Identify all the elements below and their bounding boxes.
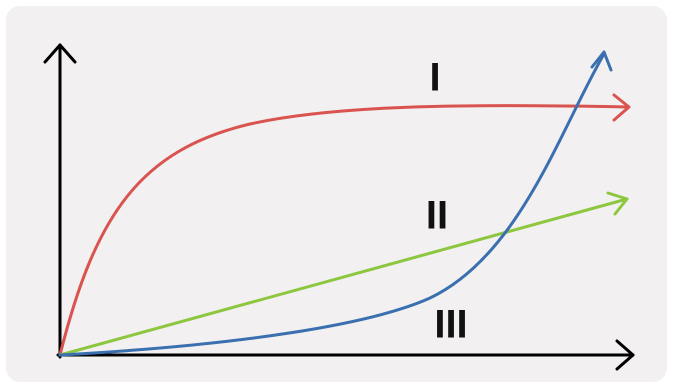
curve-ii-line	[58, 197, 629, 357]
curve-iii-arrow	[590, 50, 613, 72]
curve-ii-arrow	[606, 191, 629, 216]
x-axis-arrow	[615, 339, 635, 371]
curve-iii	[58, 50, 613, 357]
curve-iii-line	[58, 52, 606, 357]
background-panel	[6, 6, 667, 382]
curve-label: II	[426, 194, 448, 238]
axes	[43, 43, 635, 371]
curve-i-line	[58, 104, 630, 357]
y-axis-arrow	[43, 43, 77, 64]
curve-ii	[58, 191, 629, 357]
curve-label: III	[434, 303, 467, 347]
curve-i	[58, 93, 631, 357]
curve-label: I	[429, 56, 440, 100]
curve-i-arrow	[612, 93, 631, 122]
